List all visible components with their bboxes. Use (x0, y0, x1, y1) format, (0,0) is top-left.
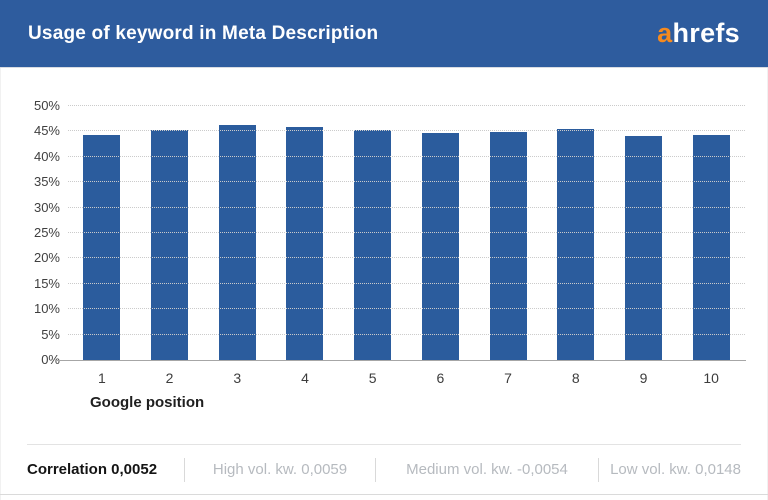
x-axis-labels: 1 2 3 4 5 6 7 8 9 10 (68, 370, 745, 386)
x-axis-tick-label: 5 (368, 370, 377, 386)
x-axis-tick-label: 8 (571, 370, 580, 386)
x-axis-line (57, 360, 746, 361)
bar-cell (203, 106, 271, 360)
y-axis-tick-label: 40% (33, 148, 60, 164)
x-axis-tick-label: 9 (639, 370, 648, 386)
x-axis-tick-label: 6 (436, 370, 445, 386)
header-bar: Usage of keyword in Meta Description ahr… (0, 0, 768, 68)
bar-cell (136, 106, 204, 360)
bar-position-9 (624, 135, 662, 360)
bar-position-7 (489, 131, 527, 360)
x-axis-tick-label: 2 (165, 370, 174, 386)
bar-position-1 (83, 135, 121, 360)
footer-divider (375, 457, 376, 482)
gridline (68, 181, 745, 183)
medium-volume-correlation: Medium vol. kw. -0,0054 (406, 461, 568, 478)
bar-cell (610, 106, 678, 360)
y-axis-tick-label: 45% (33, 123, 60, 139)
plot-area (68, 105, 745, 360)
card-bottom-border (0, 494, 768, 495)
bar-cell (68, 106, 136, 360)
low-volume-correlation: Low vol. kw. 0,0148 (610, 461, 741, 478)
y-axis-tick-label: 15% (33, 275, 60, 291)
page-title: Usage of keyword in Meta Description (28, 22, 379, 44)
bar-cell (339, 106, 407, 360)
x-axis-tick-label: 4 (301, 370, 309, 386)
correlation-value: Correlation 0,0052 (27, 461, 158, 478)
ahrefs-logo: ahrefs (657, 18, 740, 49)
bar-cell (677, 106, 745, 360)
gridline (68, 308, 745, 310)
bar-position-5 (354, 129, 392, 360)
bar-cell (474, 106, 542, 360)
ahrefs-logo-accent: a (657, 18, 673, 48)
x-axis-tick-label: 10 (703, 370, 719, 386)
gridline (68, 257, 745, 259)
gridline (68, 282, 745, 284)
y-axis-tick-label: 50% (33, 98, 60, 113)
y-axis-tick-label: 20% (33, 250, 60, 266)
y-axis: 0% 5% 10% 15% 20% 25% 30% 35% 40% 45% 50% (14, 98, 60, 367)
footer-stats: Correlation 0,0052 High vol. kw. 0,0059 … (27, 444, 741, 494)
bar-position-3 (218, 125, 256, 360)
high-volume-correlation: High vol. kw. 0,0059 (212, 461, 348, 478)
gridline (68, 105, 745, 106)
y-axis-tick-label: 10% (33, 301, 60, 317)
x-axis-tick-label: 1 (97, 370, 106, 386)
bar-cell (542, 106, 610, 360)
bar-position-8 (557, 128, 595, 360)
y-axis-tick-label: 5% (41, 326, 60, 342)
bars-row (68, 106, 745, 360)
y-axis-tick-label: 30% (33, 199, 60, 215)
gridline (68, 232, 745, 233)
footer-divider (184, 457, 185, 482)
ahrefs-logo-rest: hrefs (672, 18, 740, 48)
gridline (68, 333, 745, 335)
bar-position-10 (692, 135, 730, 360)
footer-divider (598, 457, 599, 482)
gridline (68, 206, 745, 208)
y-axis-tick-label: 0% (41, 352, 60, 367)
y-axis-tick-label: 25% (33, 225, 60, 240)
gridline (68, 130, 745, 132)
bar-position-6 (421, 133, 459, 360)
bar-cell (407, 106, 475, 360)
gridline (68, 155, 745, 157)
y-axis-tick-label: 35% (33, 174, 60, 190)
x-axis-title: Google position (90, 394, 205, 411)
bar-position-2 (151, 130, 189, 360)
bar-position-4 (286, 126, 324, 360)
bar-cell (271, 106, 339, 360)
x-axis-tick-label: 3 (233, 370, 242, 386)
x-axis-tick-label: 7 (504, 370, 512, 386)
